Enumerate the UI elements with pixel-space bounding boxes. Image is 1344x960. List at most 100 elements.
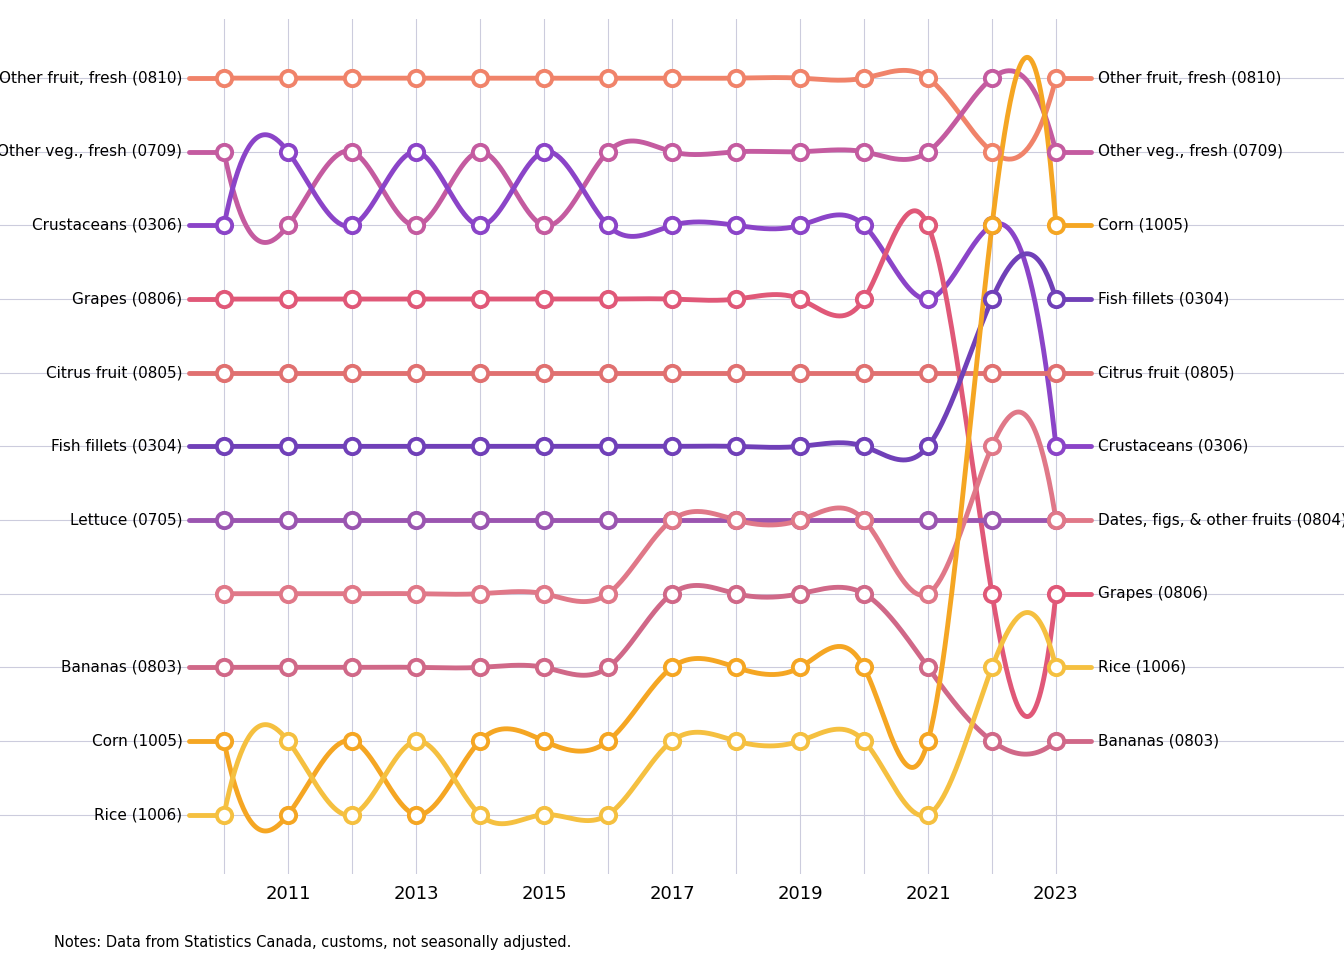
Point <box>406 365 427 380</box>
Point <box>917 70 938 85</box>
Point <box>534 292 555 307</box>
Text: Fish fillets (0304): Fish fillets (0304) <box>1098 292 1228 306</box>
Point <box>1046 513 1067 528</box>
Point <box>469 365 491 380</box>
Point <box>853 70 875 85</box>
Point <box>1046 365 1067 380</box>
Point <box>469 660 491 675</box>
Point <box>917 586 938 601</box>
Point <box>789 144 810 159</box>
Point <box>726 218 747 233</box>
Point <box>469 144 491 159</box>
Point <box>661 292 683 307</box>
Point <box>661 513 683 528</box>
Point <box>1046 733 1067 749</box>
Point <box>341 439 363 454</box>
Point <box>597 218 618 233</box>
Point <box>469 292 491 307</box>
Point <box>597 439 618 454</box>
Point <box>789 586 810 601</box>
Point <box>789 513 810 528</box>
Point <box>534 439 555 454</box>
Point <box>661 439 683 454</box>
Point <box>534 144 555 159</box>
Text: Crustaceans (0306): Crustaceans (0306) <box>1098 439 1249 454</box>
Point <box>1046 144 1067 159</box>
Point <box>341 365 363 380</box>
Point <box>214 292 235 307</box>
Point <box>406 218 427 233</box>
Point <box>789 365 810 380</box>
Point <box>406 660 427 675</box>
Point <box>341 144 363 159</box>
Point <box>981 733 1003 749</box>
Point <box>341 586 363 601</box>
Text: Crustaceans (0306): Crustaceans (0306) <box>32 218 183 233</box>
Point <box>853 733 875 749</box>
Point <box>661 365 683 380</box>
Point <box>917 292 938 307</box>
Point <box>534 365 555 380</box>
Text: Fish fillets (0304): Fish fillets (0304) <box>51 439 183 454</box>
Point <box>534 807 555 823</box>
Point <box>469 70 491 85</box>
Point <box>406 70 427 85</box>
Point <box>1046 70 1067 85</box>
Point <box>277 807 298 823</box>
Point <box>789 513 810 528</box>
Text: Rice (1006): Rice (1006) <box>1098 660 1185 675</box>
Point <box>341 660 363 675</box>
Point <box>661 144 683 159</box>
Point <box>341 733 363 749</box>
Point <box>469 513 491 528</box>
Point <box>534 513 555 528</box>
Point <box>597 292 618 307</box>
Point <box>214 586 235 601</box>
Point <box>981 439 1003 454</box>
Point <box>277 292 298 307</box>
Text: Corn (1005): Corn (1005) <box>1098 218 1188 233</box>
Point <box>534 218 555 233</box>
Text: Dates, figs, & other fruits (0804): Dates, figs, & other fruits (0804) <box>1098 513 1344 528</box>
Text: Rice (1006): Rice (1006) <box>94 807 183 822</box>
Point <box>597 733 618 749</box>
Point <box>726 144 747 159</box>
Point <box>917 733 938 749</box>
Point <box>853 144 875 159</box>
Point <box>406 292 427 307</box>
Point <box>726 292 747 307</box>
Point <box>853 439 875 454</box>
Point <box>789 292 810 307</box>
Point <box>726 513 747 528</box>
Point <box>277 439 298 454</box>
Point <box>597 513 618 528</box>
Point <box>214 439 235 454</box>
Point <box>406 733 427 749</box>
Point <box>597 660 618 675</box>
Point <box>469 807 491 823</box>
Point <box>214 70 235 85</box>
Point <box>789 733 810 749</box>
Point <box>214 218 235 233</box>
Point <box>1046 586 1067 601</box>
Text: Other veg., fresh (0709): Other veg., fresh (0709) <box>1098 144 1282 159</box>
Point <box>534 586 555 601</box>
Point <box>853 586 875 601</box>
Point <box>853 292 875 307</box>
Point <box>853 218 875 233</box>
Point <box>917 439 938 454</box>
Point <box>214 807 235 823</box>
Point <box>661 218 683 233</box>
Point <box>661 733 683 749</box>
Point <box>1046 218 1067 233</box>
Text: Citrus fruit (0805): Citrus fruit (0805) <box>1098 365 1234 380</box>
Text: Other fruit, fresh (0810): Other fruit, fresh (0810) <box>0 71 183 85</box>
Point <box>981 586 1003 601</box>
Point <box>469 586 491 601</box>
Point <box>853 365 875 380</box>
Point <box>597 70 618 85</box>
Point <box>214 660 235 675</box>
Point <box>597 144 618 159</box>
Point <box>406 807 427 823</box>
Point <box>661 513 683 528</box>
